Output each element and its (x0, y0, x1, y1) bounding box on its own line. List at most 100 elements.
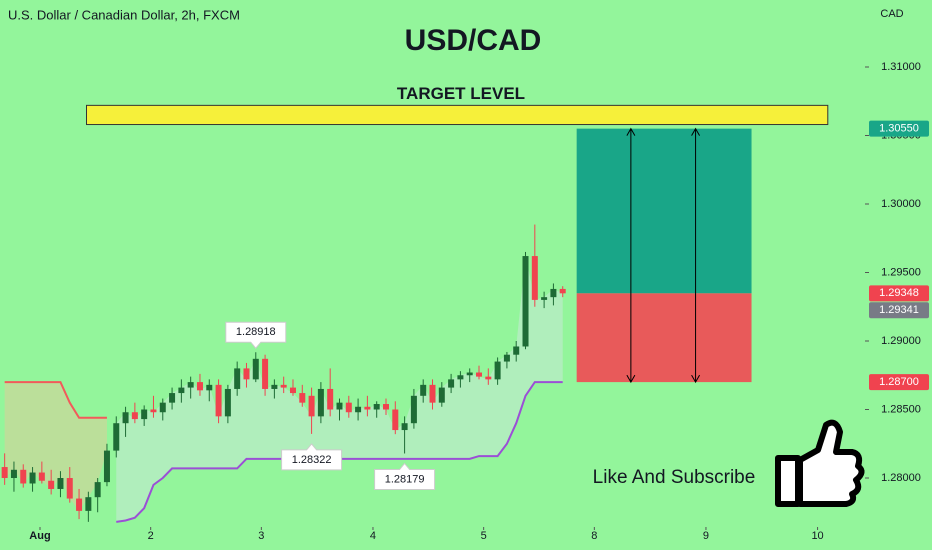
candle-body (1, 467, 8, 479)
currency: CAD (880, 8, 903, 20)
candle-body (280, 384, 287, 388)
candle-body (131, 412, 138, 420)
candle-body (187, 382, 194, 388)
profit-zone (576, 128, 752, 294)
candle-body (57, 478, 64, 489)
price-tag (869, 285, 929, 302)
target-label: TARGET LEVEL (397, 84, 525, 103)
candle-body (336, 402, 343, 410)
trend-fill (116, 256, 563, 522)
candle-body (392, 409, 399, 431)
trail-line (4, 381, 107, 419)
candle-body (159, 402, 166, 413)
x-tick-label: 5 (481, 530, 487, 542)
y-tick-label: 1.31000 (881, 61, 921, 73)
candle-body (559, 288, 566, 294)
y-tick-label: 1.29500 (881, 266, 921, 278)
candle-body (271, 384, 278, 389)
candle-body (317, 388, 324, 417)
x-tick-label: 8 (591, 530, 597, 542)
candle-body (476, 372, 483, 377)
chart-title: USD/CAD (405, 24, 542, 57)
candle-body (420, 384, 427, 396)
x-tick-label: 4 (370, 530, 376, 542)
candle-body (252, 358, 259, 380)
candle-body (457, 375, 464, 380)
candle-body (541, 297, 548, 300)
candle-body (364, 406, 371, 410)
price-tag (869, 120, 929, 137)
candle-body (299, 393, 306, 403)
candle-body (448, 379, 455, 388)
candle-body (122, 412, 129, 424)
price-tag-label: 1.29341 (879, 304, 919, 316)
price-tag-label: 1.28700 (879, 376, 919, 388)
candle-body (169, 393, 176, 403)
candle-body (289, 387, 296, 394)
callout (281, 443, 343, 471)
candle-body (308, 395, 315, 417)
candle-body (206, 384, 213, 391)
candle-body (196, 382, 203, 391)
y-tick-label: 1.28500 (881, 403, 921, 415)
candle-body (103, 450, 110, 483)
candle-body (345, 402, 352, 413)
candle-body (10, 469, 17, 479)
candle-body (262, 358, 269, 389)
callout-label: 1.28179 (385, 473, 425, 485)
candle-body (113, 423, 120, 451)
candle-body (150, 409, 157, 413)
callout (225, 321, 287, 350)
candle-body (85, 497, 92, 511)
thumbs-up-icon (775, 419, 865, 507)
candle-body (485, 376, 492, 380)
candle-body (550, 288, 557, 298)
candle-body (76, 498, 83, 511)
candle-body (401, 423, 408, 431)
price-tag (869, 374, 929, 391)
candle-body (141, 409, 148, 420)
trend-fill (4, 382, 107, 511)
candle-body (503, 354, 510, 362)
candle-body (494, 361, 501, 380)
caption: Like And Subscribe (593, 467, 756, 488)
candle-body (522, 256, 529, 347)
candle-body (48, 480, 55, 489)
arrow (626, 127, 636, 384)
x-tick-label: Aug (29, 530, 50, 542)
candle-body (410, 395, 417, 424)
price-tag-label: 1.30550 (879, 123, 919, 135)
callout (374, 462, 436, 490)
callout-label: 1.28918 (236, 326, 276, 338)
header: U.S. Dollar / Canadian Dollar, 2h, FXCM (8, 7, 240, 22)
candle-body (429, 384, 436, 403)
loss-zone (576, 293, 752, 383)
candle-body (178, 387, 185, 394)
candle-body (38, 472, 45, 481)
candle-body (382, 404, 389, 410)
candle-body (466, 372, 473, 376)
candle-body (234, 368, 241, 389)
x-tick-label: 10 (811, 530, 823, 542)
x-tick-label: 2 (148, 530, 154, 542)
candle-body (327, 388, 334, 410)
candle-body (20, 469, 27, 484)
candle-body (355, 406, 362, 413)
arrow (691, 127, 701, 384)
candle-body (373, 404, 380, 410)
y-tick-label: 1.30000 (881, 198, 921, 210)
candle-body (438, 387, 445, 403)
price-tag-label: 1.29348 (879, 287, 919, 299)
candle-body (531, 256, 538, 300)
target-zone (86, 104, 829, 126)
candle-body (513, 346, 520, 355)
candle-body (94, 482, 101, 498)
plot: TARGET LEVEL 1.28918 1.28322 1.28179 (1, 84, 829, 523)
candle-body (29, 472, 36, 484)
candle-body (224, 388, 231, 417)
y-tick-label: 1.28000 (881, 472, 921, 484)
candle-body (66, 478, 73, 499)
candle-body (215, 384, 222, 417)
